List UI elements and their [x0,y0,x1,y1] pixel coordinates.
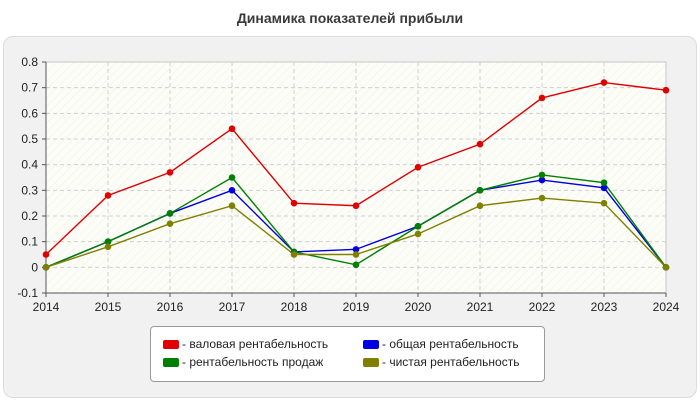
data-point-3 [476,202,484,210]
data-point-2 [600,179,608,186]
data-point-3 [228,202,236,210]
data-point-2 [228,174,236,181]
data-point-2 [352,261,360,269]
data-point-3 [538,194,546,202]
data-point-0 [662,86,670,94]
legend-swatch-sales [163,357,179,367]
x-tick-label: 2019 [343,300,370,314]
y-tick-label: 0.7 [21,81,38,95]
data-point-0 [228,125,236,133]
x-tick-label: 2021 [467,300,494,314]
legend-item-net: - чистая рентабельность [363,355,519,369]
data-point-0 [42,251,50,258]
data-point-3 [600,199,608,207]
legend-item-sales: - рентабельность продаж [163,355,323,369]
y-tick-label: 0.6 [21,106,38,120]
data-point-0 [290,199,298,207]
chart-title: Динамика показателей прибыли [236,10,464,26]
legend-swatch-net [363,357,379,367]
x-tick-label: 2024 [653,300,680,314]
legend-label-total: - общая рентабельность [382,337,519,351]
data-point-3 [166,220,174,227]
x-tick-label: 2014 [33,300,60,314]
data-point-2 [104,238,112,245]
y-tick-label: 0.3 [21,183,38,197]
data-point-0 [414,163,422,171]
data-point-0 [538,94,546,102]
data-point-2 [538,171,546,179]
y-tick-label: 0.8 [21,55,38,69]
data-point-1 [538,176,546,184]
legend-item-gross: - валовая рентабельность [163,337,328,351]
y-tick-label: 0.4 [21,158,38,172]
data-point-3 [42,264,50,271]
x-tick-label: 2015 [95,300,122,314]
data-point-0 [166,169,174,176]
data-point-1 [600,184,608,192]
data-point-0 [600,79,608,86]
data-point-0 [352,202,360,210]
data-point-3 [290,251,298,258]
x-tick-label: 2023 [591,300,618,314]
data-point-2 [414,222,422,230]
x-tick-label: 2020 [405,300,432,314]
gridlines [46,62,666,293]
x-tick-label: 2022 [529,300,556,314]
legend-label-sales: - рентабельность продаж [182,355,324,369]
x-tick-label: 2018 [281,300,308,314]
legend-item-total: - общая рентабельность [363,337,519,351]
series-lines [42,79,670,271]
axes: -0.1 0 0.1 0.2 0.3 0.4 0.5 0.6 0.7 0.8 2014 2015 201… [17,55,679,314]
x-tick-label: 2016 [157,300,184,314]
data-point-3 [352,251,360,258]
legend-label-gross: - валовая рентабельность [182,337,329,351]
x-tick-label: 2017 [219,300,246,314]
data-point-0 [104,192,112,199]
legend-swatch-total [363,339,379,349]
y-tick-label: 0 [31,260,38,274]
data-point-2 [166,210,174,217]
data-point-3 [414,230,422,238]
data-point-0 [476,140,484,148]
data-point-1 [352,246,360,253]
y-tick-label: 0.5 [21,132,38,146]
y-tick-label: 0.1 [21,235,38,249]
data-point-3 [662,264,670,271]
data-point-1 [228,187,236,194]
legend: - валовая рентабельность - общая рентабе… [150,326,545,382]
legend-label-net: - чистая рентабельность [382,355,520,369]
data-point-2 [476,187,484,194]
y-tick-label: 0.2 [21,209,38,223]
y-tick-label: -0.1 [17,286,38,300]
data-point-3 [104,243,112,251]
legend-swatch-gross [163,339,179,349]
